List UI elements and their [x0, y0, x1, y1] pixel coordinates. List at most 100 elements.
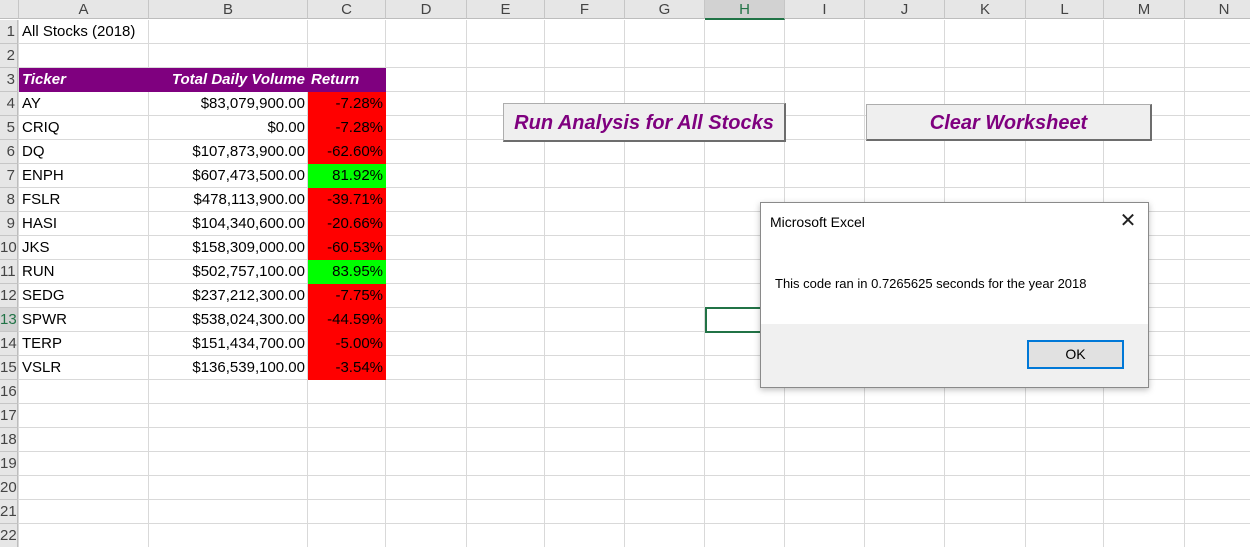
gridline — [19, 523, 1250, 524]
gridline — [19, 211, 1250, 212]
gridline — [19, 475, 1250, 476]
gridline — [19, 307, 1250, 308]
row-header-6[interactable]: 6 — [0, 140, 18, 164]
volume-cell[interactable]: $107,873,900.00 — [192, 143, 305, 160]
row-header-19[interactable]: 19 — [0, 452, 18, 476]
header-return[interactable]: Return — [308, 68, 386, 92]
ticker-cell[interactable]: DQ — [22, 143, 45, 160]
title-cell[interactable]: All Stocks (2018) — [22, 23, 136, 40]
row-header-13[interactable]: 13 — [0, 308, 18, 332]
row-header-4[interactable]: 4 — [0, 92, 18, 116]
row-header-17[interactable]: 17 — [0, 404, 18, 428]
volume-cell[interactable]: $478,113,900.00 — [193, 191, 306, 208]
column-header-k[interactable]: K — [945, 0, 1026, 19]
return-cell[interactable]: -7.75% — [308, 284, 386, 308]
column-header-n[interactable]: N — [1185, 0, 1250, 19]
header-total-daily-volume[interactable]: Total Daily Volume — [149, 68, 308, 92]
row-header-21[interactable]: 21 — [0, 500, 18, 524]
row-header-5[interactable]: 5 — [0, 116, 18, 140]
return-cell[interactable]: 83.95% — [308, 260, 386, 284]
volume-cell[interactable]: $502,757,100.00 — [192, 263, 305, 280]
run-analysis-button[interactable]: Run Analysis for All Stocks — [503, 103, 786, 142]
volume-cell[interactable]: $237,212,300.00 — [192, 287, 305, 304]
column-header-d[interactable]: D — [386, 0, 467, 19]
volume-cell[interactable]: $151,434,700.00 — [192, 335, 305, 352]
column-header-l[interactable]: L — [1026, 0, 1104, 19]
clear-worksheet-button[interactable]: Clear Worksheet — [866, 104, 1152, 141]
return-cell[interactable]: 81.92% — [308, 164, 386, 188]
ok-button[interactable]: OK — [1027, 340, 1124, 369]
volume-cell[interactable]: $538,024,300.00 — [192, 311, 305, 328]
ticker-cell[interactable]: VSLR — [22, 359, 62, 376]
row-header-1[interactable]: 1 — [0, 20, 18, 44]
volume-cell[interactable]: $158,309,000.00 — [192, 239, 305, 256]
header-ticker[interactable]: Ticker — [19, 68, 149, 92]
row-header-18[interactable]: 18 — [0, 428, 18, 452]
ticker-cell[interactable]: RUN — [22, 263, 55, 280]
gridline — [19, 187, 1250, 188]
ticker-cell[interactable]: JKS — [22, 239, 50, 256]
row-header-3[interactable]: 3 — [0, 68, 18, 92]
gridline — [19, 331, 1250, 332]
gridline — [466, 20, 467, 547]
select-all-corner[interactable] — [0, 0, 19, 19]
return-cell[interactable]: -7.28% — [308, 116, 386, 140]
volume-cell[interactable]: $607,473,500.00 — [192, 167, 305, 184]
gridline — [19, 283, 1250, 284]
ticker-cell[interactable]: SEDG — [22, 287, 65, 304]
dialog-footer: OK — [761, 324, 1148, 387]
ticker-cell[interactable]: SPWR — [22, 311, 67, 328]
column-header-a[interactable]: A — [19, 0, 149, 19]
gridline — [19, 163, 1250, 164]
row-header-8[interactable]: 8 — [0, 188, 18, 212]
gridline — [544, 20, 545, 547]
volume-cell[interactable]: $104,340,600.00 — [192, 215, 305, 232]
volume-cell[interactable]: $83,079,900.00 — [200, 95, 305, 112]
volume-cell[interactable]: $0.00 — [267, 119, 305, 136]
gridline — [19, 91, 1250, 92]
ticker-cell[interactable]: TERP — [22, 335, 63, 352]
row-header-9[interactable]: 9 — [0, 212, 18, 236]
return-cell[interactable]: -44.59% — [308, 308, 386, 332]
column-header-j[interactable]: J — [865, 0, 945, 19]
return-cell[interactable]: -60.53% — [308, 236, 386, 260]
column-header-c[interactable]: C — [308, 0, 386, 19]
row-header-15[interactable]: 15 — [0, 356, 18, 380]
gridline — [19, 43, 1250, 44]
row-header-10[interactable]: 10 — [0, 236, 18, 260]
gridline — [1184, 20, 1185, 547]
gridline — [18, 20, 19, 547]
ticker-cell[interactable]: HASI — [22, 215, 58, 232]
ticker-cell[interactable]: AY — [22, 95, 41, 112]
gridline — [19, 379, 1250, 380]
return-cell[interactable]: -7.28% — [308, 92, 386, 116]
gridline — [19, 427, 1250, 428]
return-cell[interactable]: -62.60% — [308, 140, 386, 164]
ticker-cell[interactable]: CRIQ — [22, 119, 60, 136]
gridline — [19, 259, 1250, 260]
ticker-cell[interactable]: ENPH — [22, 167, 64, 184]
return-cell[interactable]: -39.71% — [308, 188, 386, 212]
column-header-f[interactable]: F — [545, 0, 625, 19]
volume-cell[interactable]: $136,539,100.00 — [192, 359, 305, 376]
return-cell[interactable]: -5.00% — [308, 332, 386, 356]
row-header-16[interactable]: 16 — [0, 380, 18, 404]
column-header-h[interactable]: H — [705, 0, 785, 20]
row-header-20[interactable]: 20 — [0, 476, 18, 500]
row-header-2[interactable]: 2 — [0, 44, 18, 68]
column-header-g[interactable]: G — [625, 0, 705, 19]
column-header-m[interactable]: M — [1104, 0, 1185, 19]
row-header-22[interactable]: 22 — [0, 524, 18, 547]
return-cell[interactable]: -20.66% — [308, 212, 386, 236]
row-header-11[interactable]: 11 — [0, 260, 18, 284]
column-header-e[interactable]: E — [467, 0, 545, 19]
column-header-i[interactable]: I — [785, 0, 865, 19]
dialog-message: This code ran in 0.7265625 seconds for t… — [775, 276, 1087, 291]
ticker-cell[interactable]: FSLR — [22, 191, 61, 208]
row-header-12[interactable]: 12 — [0, 284, 18, 308]
column-header-b[interactable]: B — [149, 0, 308, 19]
row-header-14[interactable]: 14 — [0, 332, 18, 356]
close-icon[interactable]: ✕ — [1119, 210, 1137, 232]
row-header-7[interactable]: 7 — [0, 164, 18, 188]
return-cell[interactable]: -3.54% — [308, 356, 386, 380]
